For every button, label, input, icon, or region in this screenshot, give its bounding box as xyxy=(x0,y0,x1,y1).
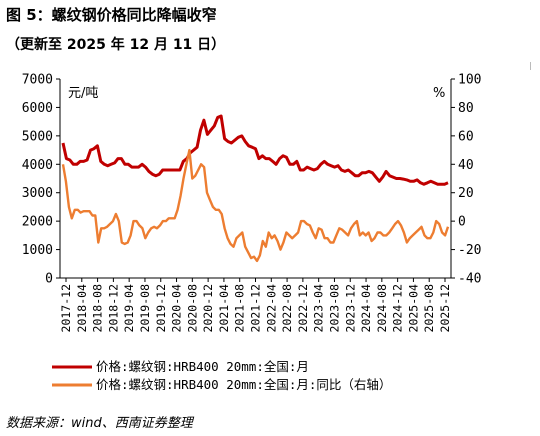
x-tick-label: 2025-12 xyxy=(438,284,452,332)
right-tick-label: 0 xyxy=(458,215,466,230)
left-tick-label: 1000 xyxy=(22,243,53,258)
x-tick-label: 2018-04 xyxy=(75,284,89,333)
x-tick-label: 2022-08 xyxy=(280,284,294,333)
x-tick-label: 2024-08 xyxy=(375,284,389,333)
x-tick-label: 2020-04 xyxy=(170,284,184,333)
chart-legend: 价格:螺纹钢:HRB400 20mm:全国:月 价格:螺纹钢:HRB400 20… xyxy=(52,359,391,392)
left-axis-unit: 元/吨 xyxy=(68,86,98,101)
x-tick-label: 2024-12 xyxy=(391,284,405,332)
x-tick-label: 2023-08 xyxy=(327,284,341,333)
x-tick-label: 2017-12 xyxy=(59,284,73,332)
figure-source: 数据来源：wind、西南证券整理 xyxy=(6,416,193,431)
x-tick-label: 2018-08 xyxy=(91,284,105,333)
left-tick-label: 3000 xyxy=(22,186,53,201)
right-tick-label: -20 xyxy=(458,243,481,258)
x-tick-label: 2025-04 xyxy=(406,284,420,333)
series-line-price xyxy=(61,114,449,186)
x-tick-label: 2021-04 xyxy=(217,284,231,333)
left-tick-label: 6000 xyxy=(22,101,53,116)
right-tick-label: 100 xyxy=(458,73,481,88)
x-tick-label: 2023-12 xyxy=(343,284,357,332)
x-tick-label: 2022-12 xyxy=(296,284,310,332)
x-tick-label: 2019-12 xyxy=(154,284,168,332)
x-tick-label: 2021-12 xyxy=(249,284,263,332)
right-edge-rule xyxy=(530,62,531,70)
right-tick-label: 80 xyxy=(458,101,474,116)
left-tick-label: 5000 xyxy=(22,129,53,144)
x-tick-label: 2018-12 xyxy=(106,284,120,332)
right-tick-label: 40 xyxy=(458,158,474,173)
right-tick-label: -40 xyxy=(458,272,481,287)
chart-axes: 0 1000 2000 3000 4000 5000 6000 7000 -40 -20 0 20 40… xyxy=(22,73,482,333)
legend-label-price: 价格:螺纹钢:HRB400 20mm:全国:月 xyxy=(96,359,309,374)
x-tick-label: 2022-04 xyxy=(264,284,278,333)
chart-area: 0 1000 2000 3000 4000 5000 6000 7000 -40 -20 0 20 40… xyxy=(22,73,482,393)
right-tick-label: 20 xyxy=(458,186,474,201)
x-tick-label: 2021-08 xyxy=(233,284,247,333)
figure-title: 图 5：螺纹钢价格同比降幅收窄 xyxy=(6,6,217,24)
legend-label-yoy: 价格:螺纹钢:HRB400 20mm:全国:月:同比（右轴） xyxy=(96,377,391,392)
right-axis-unit: % xyxy=(433,86,445,101)
x-tick-label: 2020-12 xyxy=(201,284,215,332)
left-tick-label: 2000 xyxy=(22,215,53,230)
x-tick-label: 2019-04 xyxy=(122,284,136,333)
x-tick-label: 2025-08 xyxy=(422,284,436,333)
x-tick-label: 2019-08 xyxy=(138,284,152,333)
left-tick-label: 7000 xyxy=(22,73,53,88)
x-tick-label: 2020-08 xyxy=(185,284,199,333)
chart-lines xyxy=(61,114,450,263)
series-line-yoy xyxy=(61,148,450,263)
x-tick-label: 2024-04 xyxy=(359,284,373,333)
left-tick-label: 4000 xyxy=(22,158,53,173)
figure-subtitle: （更新至 2025 年 12 月 11 日） xyxy=(6,37,226,53)
left-tick-label: 0 xyxy=(45,272,53,287)
x-tick-label: 2023-04 xyxy=(312,284,326,333)
right-tick-label: 60 xyxy=(458,129,474,144)
